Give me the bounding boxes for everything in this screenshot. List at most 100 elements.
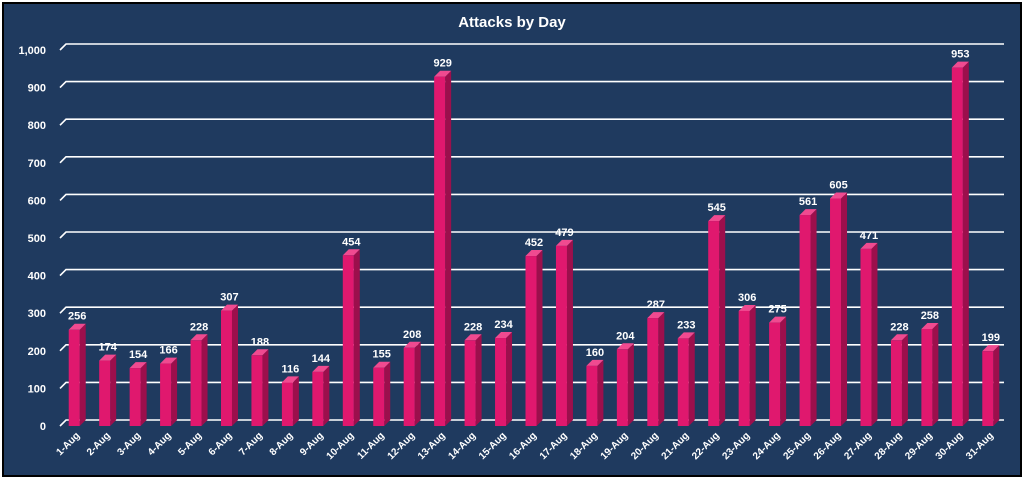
data-label: 545 (708, 202, 726, 214)
bar-top (68, 323, 86, 330)
x-tick-label: 19-Aug (599, 430, 631, 462)
bar (738, 310, 750, 426)
bar (982, 351, 994, 426)
data-label: 561 (799, 196, 817, 208)
bar (403, 347, 415, 426)
bar-side (79, 323, 86, 426)
y-tick-label: 300 (28, 308, 46, 320)
y-tick-label: 100 (28, 383, 46, 395)
x-tick-label: 1-Aug (55, 430, 83, 458)
bar-side (110, 354, 117, 426)
data-label: 155 (373, 349, 391, 361)
x-tick-label: 16-Aug (507, 430, 539, 462)
bar-top (555, 239, 573, 246)
gridline (59, 156, 1004, 164)
bar-side (292, 376, 299, 426)
data-label: 454 (342, 236, 361, 248)
bar (647, 318, 659, 426)
bar-side (841, 192, 848, 426)
bar-side (353, 249, 360, 426)
gridline (59, 43, 1004, 51)
gridline (59, 80, 1004, 89)
bar (860, 248, 872, 426)
data-label: 275 (768, 304, 786, 316)
x-tick-label: 11-Aug (356, 430, 387, 461)
bar-top (982, 345, 1000, 352)
bar-side (871, 242, 878, 426)
gridline (59, 231, 1004, 239)
gridline (59, 118, 1004, 126)
bar-top (99, 354, 117, 361)
bar-top (890, 334, 908, 341)
x-tick-label: 24-Aug (751, 430, 783, 462)
bar-side (749, 304, 756, 426)
x-tick-label: 14-Aug (446, 430, 478, 462)
bar (99, 360, 111, 426)
data-label: 188 (251, 336, 269, 348)
data-label: 258 (921, 310, 939, 322)
bar-side (566, 239, 573, 426)
x-tick-label: 20-Aug (629, 430, 661, 462)
x-tick-label: 30-Aug (934, 430, 966, 462)
bar-top (373, 361, 391, 368)
bar-side (993, 345, 1000, 426)
gridline (59, 268, 1004, 277)
y-tick-label: 800 (28, 120, 46, 132)
bar-top (220, 304, 238, 311)
bar (586, 365, 598, 426)
x-tick-label: 12-Aug (386, 430, 418, 462)
bar (434, 76, 446, 427)
data-label: 160 (586, 347, 604, 359)
y-tick-label: 500 (28, 233, 46, 245)
bar-top (160, 357, 178, 364)
data-label: 116 (282, 363, 300, 375)
data-label: 166 (159, 345, 177, 357)
bar (68, 329, 80, 426)
x-tick-label: 4-Aug (146, 430, 174, 458)
data-label: 228 (190, 321, 208, 333)
bar-side (901, 334, 908, 426)
bar-side (780, 316, 787, 426)
x-tick-label: 7-Aug (237, 430, 265, 458)
x-tick-label: 31-Aug (964, 430, 996, 462)
bar (464, 340, 476, 426)
x-tick-label: 28-Aug (873, 430, 905, 462)
bar (190, 340, 202, 426)
data-label: 154 (129, 349, 148, 361)
data-label: 234 (494, 319, 513, 331)
bar-side (231, 304, 238, 426)
bar-side (506, 332, 513, 426)
x-tick-label: 27-Aug (842, 430, 874, 462)
bar-top (312, 365, 330, 372)
x-tick-label: 17-Aug (538, 430, 570, 462)
data-label: 256 (68, 311, 86, 323)
x-tick-label: 10-Aug (325, 430, 357, 462)
data-label: 199 (982, 332, 1000, 344)
data-label: 306 (738, 292, 756, 304)
bar-top (464, 334, 482, 341)
bar-top (951, 61, 969, 68)
data-label: 228 (464, 321, 482, 333)
bar (799, 215, 811, 426)
y-tick-label: 900 (28, 83, 46, 95)
bar-top (921, 322, 939, 329)
bar-top (342, 249, 360, 256)
data-label: 174 (98, 342, 117, 354)
data-label: 953 (951, 49, 969, 61)
bar-side (140, 362, 147, 426)
bar-top (799, 209, 817, 216)
bar (921, 328, 933, 426)
bar (160, 363, 172, 426)
data-label: 287 (647, 299, 665, 311)
gridline (59, 306, 1004, 314)
bar-top (586, 359, 604, 366)
bar-side (810, 209, 817, 426)
bar (312, 371, 324, 426)
x-tick-label: 2-Aug (85, 430, 113, 458)
bar (616, 349, 628, 426)
bar-top (129, 362, 147, 369)
bar-top (860, 242, 878, 249)
data-label: 144 (312, 353, 331, 365)
bar (555, 245, 567, 426)
bar-top (281, 376, 299, 383)
